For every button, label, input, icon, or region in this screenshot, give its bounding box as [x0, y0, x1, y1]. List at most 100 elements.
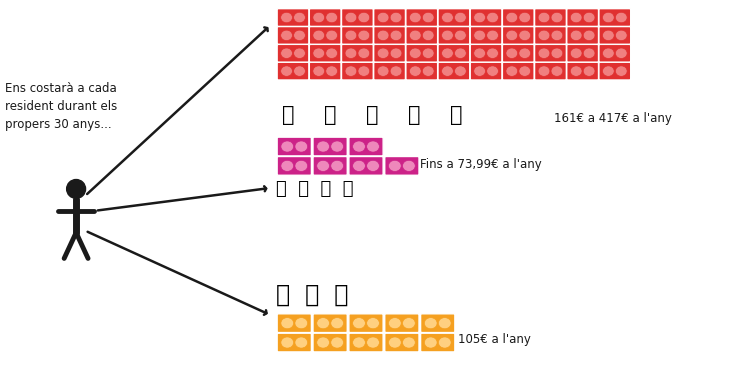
Ellipse shape [377, 12, 389, 23]
Ellipse shape [281, 160, 294, 171]
Ellipse shape [438, 318, 451, 329]
Ellipse shape [389, 160, 401, 171]
FancyBboxPatch shape [342, 62, 373, 80]
Ellipse shape [295, 318, 308, 329]
Ellipse shape [358, 48, 370, 59]
Ellipse shape [442, 30, 453, 41]
Ellipse shape [487, 12, 498, 23]
Text: 161€ a 417€ a l'any: 161€ a 417€ a l'any [554, 112, 673, 124]
Text: Fins a 73,99€ a l'any: Fins a 73,99€ a l'any [420, 158, 542, 171]
Text: 🚗: 🚗 [324, 105, 337, 124]
Ellipse shape [454, 66, 466, 76]
Ellipse shape [313, 12, 325, 23]
Ellipse shape [313, 30, 325, 41]
FancyBboxPatch shape [384, 157, 419, 175]
Text: 🚗: 🚗 [282, 105, 295, 124]
Ellipse shape [454, 48, 466, 59]
Ellipse shape [551, 66, 563, 76]
Ellipse shape [377, 66, 389, 76]
Ellipse shape [409, 66, 421, 76]
Ellipse shape [295, 160, 308, 171]
Circle shape [67, 180, 85, 198]
FancyBboxPatch shape [420, 333, 455, 352]
FancyBboxPatch shape [567, 62, 598, 80]
FancyBboxPatch shape [470, 9, 502, 26]
Text: 🚗: 🚗 [366, 105, 379, 124]
Ellipse shape [551, 12, 563, 23]
FancyBboxPatch shape [406, 9, 437, 26]
Ellipse shape [454, 12, 466, 23]
Ellipse shape [317, 160, 329, 171]
FancyBboxPatch shape [567, 26, 598, 44]
FancyBboxPatch shape [599, 9, 631, 26]
Text: 🚄  🚄  🚄  🚄: 🚄 🚄 🚄 🚄 [276, 180, 354, 198]
Ellipse shape [353, 160, 365, 171]
Ellipse shape [281, 337, 294, 348]
FancyBboxPatch shape [342, 44, 373, 62]
Ellipse shape [603, 66, 614, 76]
Ellipse shape [474, 48, 486, 59]
FancyBboxPatch shape [349, 314, 383, 333]
FancyBboxPatch shape [503, 26, 534, 44]
Ellipse shape [389, 337, 401, 348]
Ellipse shape [331, 318, 343, 329]
Text: 🚗: 🚗 [450, 105, 462, 124]
Text: 105€ a l'any: 105€ a l'any [458, 333, 531, 346]
Ellipse shape [423, 66, 434, 76]
Ellipse shape [603, 48, 614, 59]
Ellipse shape [615, 12, 627, 23]
Ellipse shape [367, 318, 379, 329]
FancyBboxPatch shape [277, 137, 312, 156]
Ellipse shape [570, 30, 582, 41]
Ellipse shape [409, 48, 421, 59]
Ellipse shape [538, 48, 550, 59]
Ellipse shape [345, 12, 356, 23]
Ellipse shape [293, 12, 305, 23]
Ellipse shape [390, 30, 402, 41]
Ellipse shape [317, 318, 329, 329]
Ellipse shape [438, 337, 451, 348]
Ellipse shape [390, 12, 402, 23]
Ellipse shape [313, 66, 325, 76]
FancyBboxPatch shape [277, 62, 309, 80]
FancyBboxPatch shape [277, 314, 312, 333]
Ellipse shape [506, 30, 517, 41]
Ellipse shape [367, 337, 379, 348]
Ellipse shape [326, 30, 337, 41]
Ellipse shape [424, 337, 437, 348]
Ellipse shape [519, 48, 531, 59]
Ellipse shape [506, 12, 517, 23]
Ellipse shape [423, 30, 434, 41]
Ellipse shape [358, 12, 370, 23]
Ellipse shape [353, 141, 365, 152]
Text: Ens costarà a cada
resident durant els
propers 30 anys...: Ens costarà a cada resident durant els p… [5, 82, 118, 131]
FancyBboxPatch shape [313, 157, 347, 175]
Ellipse shape [474, 12, 486, 23]
Ellipse shape [367, 160, 379, 171]
FancyBboxPatch shape [420, 314, 455, 333]
Ellipse shape [345, 66, 356, 76]
Ellipse shape [409, 30, 421, 41]
Ellipse shape [390, 66, 402, 76]
Ellipse shape [570, 66, 582, 76]
Ellipse shape [403, 337, 415, 348]
Ellipse shape [615, 48, 627, 59]
FancyBboxPatch shape [373, 26, 406, 44]
Ellipse shape [377, 30, 389, 41]
Ellipse shape [442, 66, 453, 76]
FancyBboxPatch shape [599, 62, 631, 80]
FancyBboxPatch shape [384, 333, 419, 352]
Ellipse shape [389, 318, 401, 329]
Ellipse shape [403, 318, 415, 329]
FancyBboxPatch shape [309, 9, 341, 26]
FancyBboxPatch shape [503, 44, 534, 62]
FancyBboxPatch shape [309, 26, 341, 44]
FancyBboxPatch shape [277, 9, 309, 26]
Ellipse shape [506, 66, 517, 76]
Ellipse shape [551, 30, 563, 41]
FancyBboxPatch shape [438, 26, 470, 44]
Ellipse shape [281, 318, 294, 329]
Ellipse shape [326, 48, 337, 59]
FancyBboxPatch shape [406, 44, 437, 62]
Ellipse shape [358, 66, 370, 76]
